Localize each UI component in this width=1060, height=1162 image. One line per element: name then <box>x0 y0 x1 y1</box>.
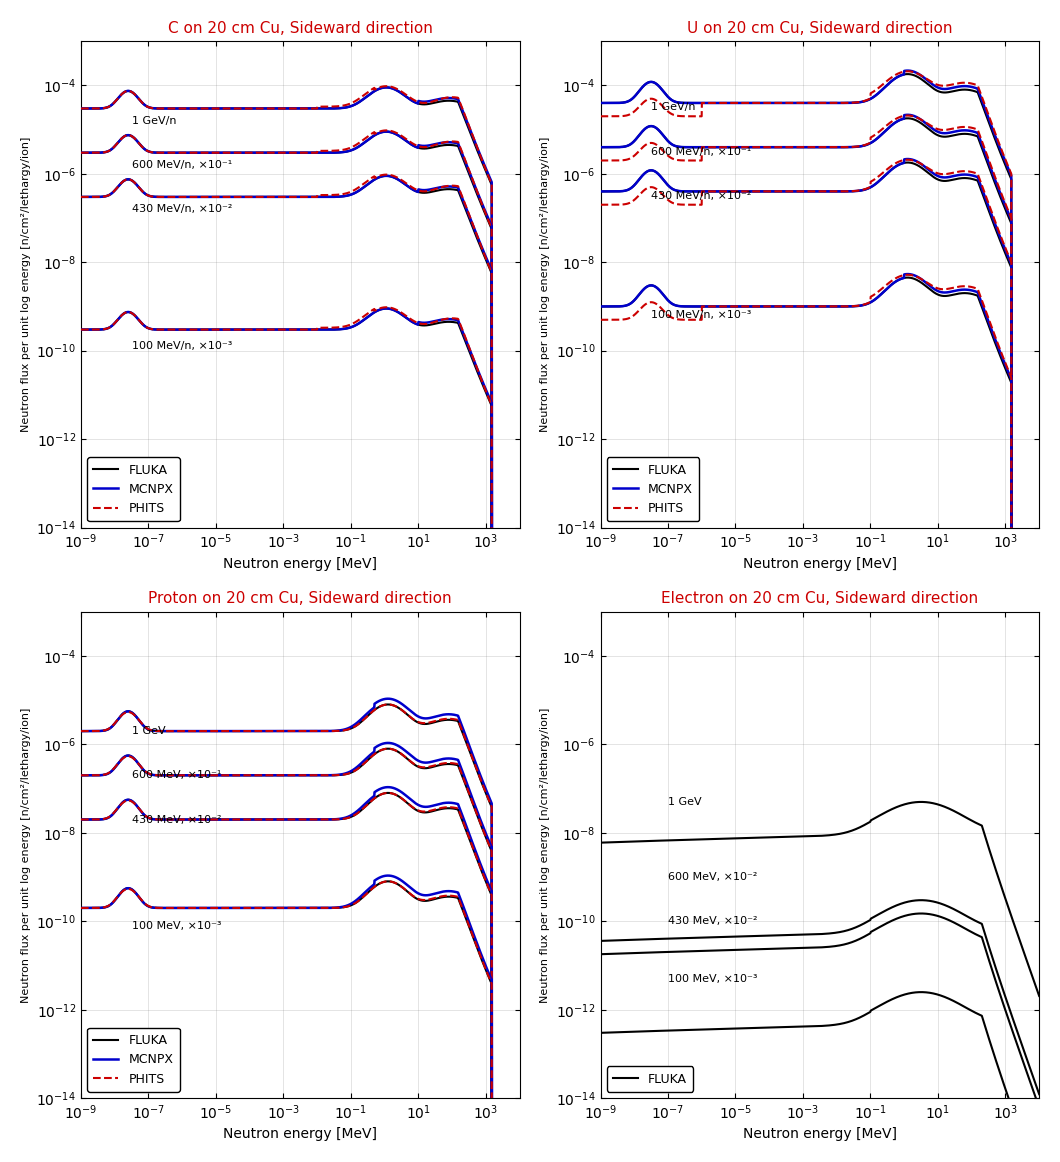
Text: 1 GeV: 1 GeV <box>131 726 165 737</box>
Text: 600 MeV, ×10⁻¹: 600 MeV, ×10⁻¹ <box>131 770 220 781</box>
Text: 430 MeV, ×10⁻²: 430 MeV, ×10⁻² <box>131 815 222 825</box>
Text: 1 GeV/n: 1 GeV/n <box>651 102 695 113</box>
Text: 100 MeV/n, ×10⁻³: 100 MeV/n, ×10⁻³ <box>651 310 752 321</box>
Title: C on 20 cm Cu, Sideward direction: C on 20 cm Cu, Sideward direction <box>167 21 432 36</box>
Title: Electron on 20 cm Cu, Sideward direction: Electron on 20 cm Cu, Sideward direction <box>661 591 978 607</box>
X-axis label: Neutron energy [MeV]: Neutron energy [MeV] <box>743 1127 897 1141</box>
Legend: FLUKA, MCNPX, PHITS: FLUKA, MCNPX, PHITS <box>87 1028 180 1092</box>
X-axis label: Neutron energy [MeV]: Neutron energy [MeV] <box>743 557 897 571</box>
Text: 1 GeV: 1 GeV <box>668 797 702 806</box>
X-axis label: Neutron energy [MeV]: Neutron energy [MeV] <box>224 1127 377 1141</box>
Text: 600 MeV/n, ×10⁻¹: 600 MeV/n, ×10⁻¹ <box>131 160 232 170</box>
Y-axis label: Neutron flux per unit log energy [n/cm²/lethargy/ion]: Neutron flux per unit log energy [n/cm²/… <box>21 708 31 1003</box>
Legend: FLUKA, MCNPX, PHITS: FLUKA, MCNPX, PHITS <box>606 458 700 522</box>
Y-axis label: Neutron flux per unit log energy [n/cm²/lethargy/ion]: Neutron flux per unit log energy [n/cm²/… <box>21 137 31 432</box>
Legend: FLUKA, MCNPX, PHITS: FLUKA, MCNPX, PHITS <box>87 458 180 522</box>
X-axis label: Neutron energy [MeV]: Neutron energy [MeV] <box>224 557 377 571</box>
Text: 430 MeV/n, ×10⁻²: 430 MeV/n, ×10⁻² <box>131 205 232 214</box>
Text: 600 MeV/n, ×10⁻¹: 600 MeV/n, ×10⁻¹ <box>651 146 752 157</box>
Title: Proton on 20 cm Cu, Sideward direction: Proton on 20 cm Cu, Sideward direction <box>148 591 452 607</box>
Y-axis label: Neutron flux per unit log energy [n/cm²/lethargy/ion]: Neutron flux per unit log energy [n/cm²/… <box>541 137 550 432</box>
Text: 430 MeV, ×10⁻²: 430 MeV, ×10⁻² <box>668 917 758 926</box>
Text: 430 MeV/n, ×10⁻²: 430 MeV/n, ×10⁻² <box>651 191 752 201</box>
Legend: FLUKA: FLUKA <box>606 1067 693 1092</box>
Text: 100 MeV, ×10⁻³: 100 MeV, ×10⁻³ <box>131 920 222 931</box>
Text: 100 MeV, ×10⁻³: 100 MeV, ×10⁻³ <box>668 974 758 984</box>
Y-axis label: Neutron flux per unit log energy [n/cm²/lethargy/ion]: Neutron flux per unit log energy [n/cm²/… <box>541 708 550 1003</box>
Title: U on 20 cm Cu, Sideward direction: U on 20 cm Cu, Sideward direction <box>687 21 953 36</box>
Text: 1 GeV/n: 1 GeV/n <box>131 116 176 125</box>
Text: 100 MeV/n, ×10⁻³: 100 MeV/n, ×10⁻³ <box>131 342 232 351</box>
Text: 600 MeV, ×10⁻²: 600 MeV, ×10⁻² <box>668 872 757 882</box>
